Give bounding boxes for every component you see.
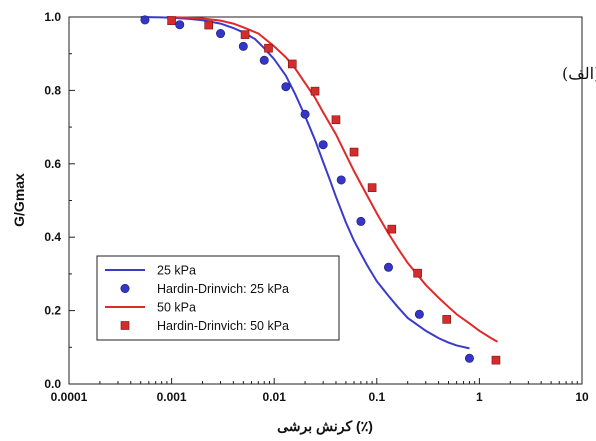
data-point-square	[310, 86, 320, 96]
y-tick-label: 1.0	[44, 10, 61, 24]
y-tick-label: 0.8	[44, 83, 61, 97]
data-point-square	[367, 183, 377, 192]
axis-ticks	[68, 16, 583, 385]
data-point-circle	[259, 55, 269, 65]
legend-label: Hardin-Drinvich: 25 kPa	[157, 282, 289, 296]
legend-label: Hardin-Drinvich: 50 kPa	[157, 319, 289, 333]
y-axis-title: G/Gmax	[11, 173, 27, 227]
data-point-square	[287, 59, 297, 69]
y-tick-label: 0.6	[44, 157, 61, 171]
data-point-square	[331, 115, 341, 125]
data-point-square	[204, 20, 214, 30]
series-lines	[140, 16, 498, 350]
y-tick-label: 0.4	[44, 230, 61, 244]
data-point-square	[491, 355, 501, 365]
data-point-square	[349, 147, 359, 157]
x-tick-label: 1	[476, 390, 483, 404]
legend-marker-swatch	[120, 283, 130, 293]
legend-label: 25 kPa	[157, 264, 196, 278]
data-point-square	[264, 43, 273, 53]
data-point-square	[387, 224, 397, 234]
data-point-circle	[464, 353, 474, 363]
data-point-square	[167, 16, 176, 25]
data-point-circle	[414, 309, 424, 319]
data-point-circle	[356, 216, 366, 226]
data-point-square	[442, 315, 451, 324]
x-tick-label: 0.0001	[51, 390, 88, 404]
x-tick-label: 0.001	[157, 390, 187, 404]
x-tick-labels: 0.0001 0.001 0.01 0.1 1 10	[51, 390, 589, 404]
series-line-2	[166, 16, 498, 343]
data-point-circle	[281, 82, 291, 92]
x-tick-label: 0.01	[263, 390, 287, 404]
data-point-circle	[300, 109, 310, 119]
data-point-square	[240, 30, 250, 39]
data-point-circle	[140, 15, 150, 25]
data-point-circle	[216, 29, 226, 39]
data-point-circle	[318, 140, 328, 150]
x-tick-label: 0.1	[368, 390, 385, 404]
data-point-square	[413, 268, 422, 278]
x-tick-label: 10	[575, 390, 589, 404]
y-tick-label: 0.0	[44, 377, 61, 391]
y-tick-label: 0.2	[44, 304, 61, 318]
data-point-circle	[175, 20, 185, 30]
legend-label: 50 kPa	[157, 301, 196, 315]
y-tick-labels: 0.0 0.2 0.4 0.6 0.8 1.0	[44, 10, 61, 391]
x-axis-title: کرنش برشی (٪)	[277, 418, 373, 435]
legend: 25 kPa Hardin-Drinvich: 25 kPa 50 kPa Hardi…	[96, 255, 340, 341]
series-line-0	[140, 16, 470, 350]
series-markers	[140, 15, 501, 365]
data-point-circle	[383, 262, 393, 272]
panel-annotation: (الف)	[562, 64, 596, 83]
data-point-circle	[336, 175, 346, 185]
legend-marker-swatch	[120, 321, 130, 330]
data-point-circle	[238, 41, 248, 51]
legend-items: 25 kPa Hardin-Drinvich: 25 kPa 50 kPa Hardi…	[105, 264, 289, 333]
